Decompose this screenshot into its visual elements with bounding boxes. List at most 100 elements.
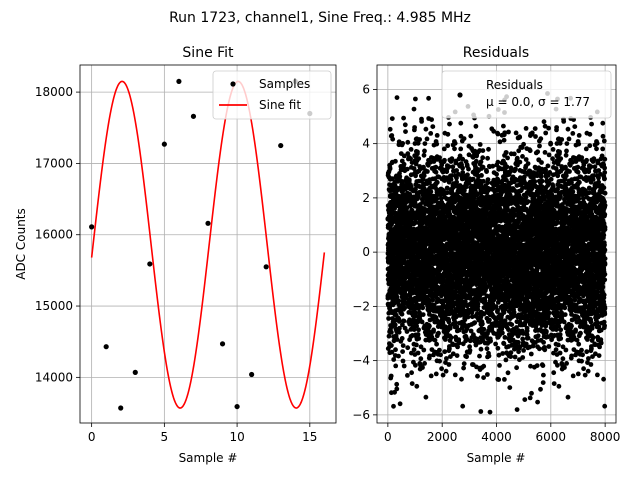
residual-point [504, 150, 509, 155]
sine-fit-y-tick-label: 16000 [35, 228, 73, 242]
residual-point [455, 353, 460, 358]
residual-point [395, 95, 400, 100]
residual-point [468, 348, 473, 353]
residual-point [414, 384, 419, 389]
residual-point [390, 116, 395, 121]
residual-point [462, 361, 467, 366]
residual-point [464, 354, 469, 359]
residual-point [475, 374, 480, 379]
residual-point [462, 136, 467, 141]
residual-point [421, 312, 426, 317]
residual-point [447, 320, 452, 325]
residual-point [389, 343, 394, 348]
sine-fit-x-tick-label: 10 [229, 430, 244, 444]
residual-point [479, 159, 484, 164]
residual-point [453, 141, 458, 146]
residual-point [420, 365, 425, 370]
residual-point [516, 340, 521, 345]
residual-point [396, 354, 401, 359]
residual-point [437, 348, 442, 353]
residual-point [505, 156, 510, 161]
residual-point [416, 156, 421, 161]
residual-point [488, 339, 493, 344]
residual-point [501, 124, 506, 129]
residual-point [401, 116, 406, 121]
residual-point [412, 107, 417, 112]
residual-point [458, 147, 463, 152]
residual-point [422, 149, 427, 154]
residual-point [466, 167, 471, 172]
residual-point [409, 370, 414, 375]
residual-point [496, 132, 501, 137]
residual-point [422, 153, 427, 158]
residual-point [423, 141, 428, 146]
residual-point [518, 160, 523, 165]
residual-point [435, 180, 440, 185]
residual-point [424, 395, 429, 400]
residual-point [487, 318, 492, 323]
residual-point [486, 177, 491, 182]
residual-point [507, 385, 512, 390]
sample-point [278, 143, 283, 148]
residual-point [449, 335, 454, 340]
residual-point [420, 305, 425, 310]
residual-point [426, 96, 431, 101]
residual-point [513, 355, 518, 360]
sample-point [249, 372, 254, 377]
sample-point [89, 224, 94, 229]
residual-point [496, 346, 501, 351]
sine-fit-x-label: Sample # [179, 451, 238, 465]
residual-point [468, 134, 473, 139]
sample-point [133, 370, 138, 375]
legend-sine-fit-label: Sine fit [259, 98, 301, 112]
residual-point [398, 401, 403, 406]
residual-point [400, 312, 405, 317]
residual-point [389, 330, 394, 335]
residual-point [460, 166, 465, 171]
residual-point [402, 364, 407, 369]
residual-point [486, 147, 491, 152]
residual-point [394, 382, 399, 387]
sample-point [104, 344, 109, 349]
residual-point [420, 320, 425, 325]
residual-point [444, 369, 449, 374]
residual-point [434, 342, 439, 347]
residual-point [458, 121, 463, 126]
residual-point [412, 125, 417, 130]
residual-point [487, 354, 492, 359]
sine-fit-y-label: ADC Counts [14, 208, 28, 280]
residual-point [481, 179, 486, 184]
residual-point [416, 351, 421, 356]
residual-point [441, 373, 446, 378]
residual-point [447, 362, 452, 367]
residual-point [457, 341, 462, 346]
residual-point [429, 189, 434, 194]
sine-fit-y-tick-label: 18000 [35, 85, 73, 99]
residual-point [480, 322, 485, 327]
residual-point [460, 404, 465, 409]
residual-point [506, 130, 511, 135]
residual-point [477, 354, 482, 359]
residual-point [388, 166, 393, 171]
residual-point [431, 328, 436, 333]
legend-samples-label: Samples [259, 77, 310, 91]
residual-point [506, 370, 511, 375]
residual-point [480, 155, 485, 160]
residual-point [447, 346, 452, 351]
residual-point [505, 164, 510, 169]
residual-point [422, 173, 427, 178]
residual-point [496, 377, 501, 382]
residual-point [428, 131, 433, 136]
residual-point [448, 326, 453, 331]
residual-point [461, 366, 466, 371]
residual-point [421, 348, 426, 353]
residual-point [389, 374, 394, 379]
sine-fit-title: Sine Fit [182, 45, 234, 61]
sine-fit-y-tick-label: 15000 [35, 299, 73, 313]
residual-point [434, 142, 439, 147]
legend-samples-marker [230, 81, 235, 86]
residual-point [450, 164, 455, 169]
residual-point [436, 331, 441, 336]
residual-point [446, 132, 451, 137]
